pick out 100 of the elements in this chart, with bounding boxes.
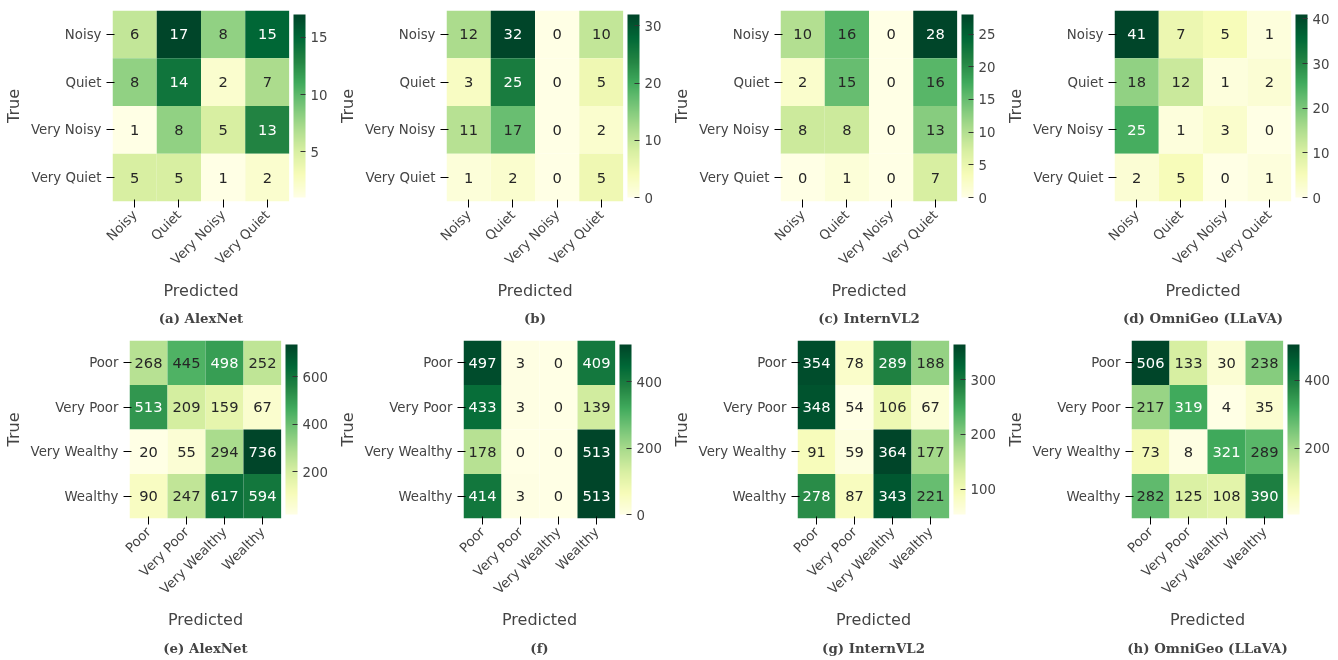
- data-label: 10: [592, 25, 611, 43]
- color-bar-label: 0: [636, 507, 645, 523]
- data-label: 106: [878, 398, 907, 416]
- data-label: 0: [552, 25, 562, 43]
- y-tick-label: Very Quiet: [365, 170, 436, 186]
- data-label: 5: [596, 73, 607, 91]
- data-label: 409: [582, 353, 611, 371]
- color-bar-label: 300: [970, 372, 996, 388]
- data-label: 294: [210, 442, 239, 460]
- data-label: 2: [218, 73, 228, 91]
- data-label: 3: [1220, 120, 1230, 138]
- data-label: 282: [1136, 487, 1165, 505]
- text: (f): [530, 639, 549, 656]
- data-label: 1: [1264, 25, 1275, 43]
- text: (c) InternVL2: [818, 309, 920, 326]
- data-label: 16: [926, 73, 945, 91]
- data-label: 10: [793, 25, 812, 43]
- data-label: 5: [1220, 25, 1230, 43]
- text: (d) OmniGeo (LLaVA): [1122, 309, 1284, 326]
- data-label: 11: [459, 120, 478, 138]
- data-label: 0: [553, 398, 564, 416]
- data-label: 390: [1250, 487, 1279, 505]
- data-label: 3: [515, 353, 526, 371]
- x-axis-title: Predicted: [831, 280, 907, 300]
- text: (g) InternVL2: [822, 639, 925, 656]
- data-label: 0: [886, 120, 896, 138]
- data-label: 7: [1176, 25, 1186, 43]
- data-label: 1: [218, 168, 228, 186]
- data-label: 16: [837, 25, 857, 43]
- data-label: 1: [842, 168, 852, 186]
- data-label: 513: [582, 442, 611, 460]
- data-label: 3: [463, 73, 474, 91]
- data-label: 8: [842, 120, 852, 138]
- data-label: 0: [552, 168, 562, 186]
- data-label: 2: [262, 168, 273, 186]
- data-label: 35: [1255, 398, 1274, 416]
- color-bar-label: 30: [644, 18, 662, 34]
- y-tick-label: Quiet: [399, 74, 436, 90]
- data-label: 25: [1127, 120, 1146, 138]
- data-label: 5: [218, 120, 228, 138]
- data-label: 0: [552, 73, 562, 91]
- data-label: 17: [503, 120, 523, 138]
- data-label: 13: [258, 120, 277, 138]
- data-label: 7: [262, 73, 273, 91]
- y-tick-label: Noisy: [398, 26, 436, 42]
- data-label: 0: [553, 442, 564, 460]
- data-label: 414: [468, 487, 497, 505]
- text: (b): [524, 309, 546, 326]
- color-bar-label: 400: [302, 417, 328, 433]
- data-label: 90: [139, 487, 158, 505]
- data-label: 6: [129, 25, 140, 43]
- data-label: 5: [174, 168, 184, 186]
- data-label: 354: [802, 353, 831, 371]
- y-tick-label: Noisy: [64, 26, 102, 42]
- data-label: 0: [553, 353, 564, 371]
- data-label: 0: [886, 168, 896, 186]
- data-label: 278: [802, 487, 831, 505]
- data-label: 0: [886, 25, 896, 43]
- data-label: 221: [916, 487, 945, 505]
- data-label: 8: [129, 73, 140, 91]
- data-label: 348: [802, 398, 831, 416]
- y-tick-label: Very Noisy: [698, 122, 770, 138]
- data-label: 133: [1174, 353, 1203, 371]
- x-axis-title: Predicted: [835, 610, 912, 630]
- y-tick-label: Wealthy: [64, 488, 119, 504]
- color-bar-label: 100: [970, 482, 996, 498]
- y-axis-title: True: [1005, 89, 1025, 124]
- color-bar-label: 30: [1312, 56, 1330, 72]
- y-tick-label: Quiet: [65, 74, 102, 90]
- data-label: 3: [515, 487, 526, 505]
- data-label: 498: [210, 353, 239, 371]
- data-label: 289: [1250, 442, 1279, 460]
- data-label: 12: [1171, 73, 1191, 91]
- data-label: 8: [174, 120, 184, 138]
- data-label: 73: [1141, 442, 1160, 460]
- y-tick-label: Quiet: [733, 74, 770, 90]
- data-label: 3: [515, 398, 526, 416]
- data-label: 28: [926, 25, 945, 43]
- data-label: 513: [582, 487, 611, 505]
- color-bar-label: 5: [978, 157, 987, 173]
- data-label: 1: [1264, 168, 1275, 186]
- x-axis-title: Predicted: [501, 610, 578, 630]
- data-label: 0: [797, 168, 808, 186]
- text: (a) AlexNet: [158, 309, 245, 326]
- color-bar-label: 10: [310, 87, 328, 103]
- color-bar-label: 15: [310, 30, 328, 46]
- y-tick-label: Very Quiet: [699, 170, 770, 186]
- y-tick-label: Wealthy: [732, 488, 787, 504]
- data-label: 8: [218, 25, 228, 43]
- color-bar-label: 10: [978, 125, 996, 141]
- data-label: 0: [515, 442, 526, 460]
- data-label: 17: [169, 25, 189, 43]
- data-label: 433: [468, 398, 497, 416]
- data-label: 209: [172, 398, 201, 416]
- x-axis-title: Predicted: [1165, 280, 1241, 300]
- data-label: 59: [845, 442, 864, 460]
- y-tick-label: Very Quiet: [31, 170, 102, 186]
- y-tick-label: Very Noisy: [364, 122, 436, 138]
- data-label: 4: [1221, 398, 1232, 416]
- data-label: 55: [177, 442, 196, 460]
